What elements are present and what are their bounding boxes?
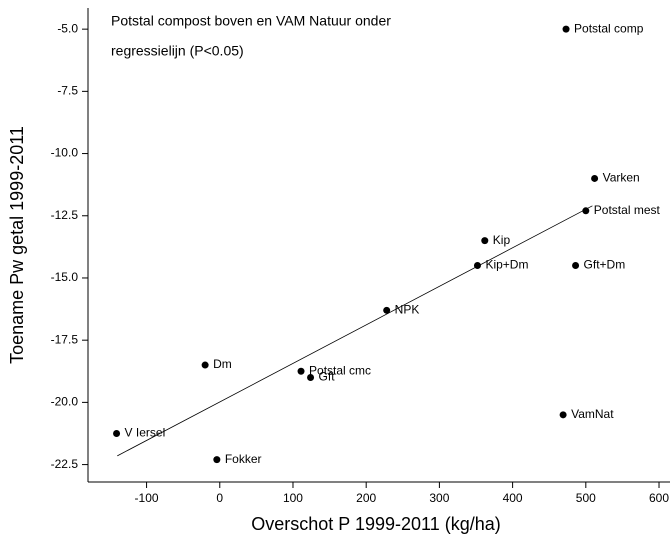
point bbox=[113, 429, 121, 437]
point-label: Gft+Dm bbox=[584, 258, 626, 272]
point bbox=[383, 306, 391, 314]
x-tick-label: -100 bbox=[135, 491, 159, 505]
y-tick-label: -12.5 bbox=[51, 208, 79, 222]
point bbox=[562, 25, 570, 33]
point bbox=[473, 262, 481, 270]
point bbox=[582, 207, 590, 215]
point-label: VamNat bbox=[571, 407, 614, 421]
point bbox=[591, 174, 599, 182]
point-label: V Iersel bbox=[125, 426, 166, 440]
y-tick-label: -17.5 bbox=[51, 332, 79, 346]
point-label: Varken bbox=[603, 171, 640, 185]
y-tick-label: -10.0 bbox=[51, 146, 79, 160]
y-tick-label: -20.0 bbox=[51, 395, 79, 409]
point-label: Kip bbox=[493, 233, 511, 247]
chart-title: regressielijn (P<0.05) bbox=[111, 43, 244, 59]
y-tick-label: -7.5 bbox=[57, 84, 78, 98]
point bbox=[201, 361, 209, 369]
point-label: Potstal mest bbox=[594, 203, 661, 217]
x-axis-label: Overschot P 1999-2011 (kg/ha) bbox=[251, 514, 500, 534]
point-label: Fokker bbox=[225, 452, 262, 466]
x-tick-label: 300 bbox=[429, 491, 449, 505]
point bbox=[297, 367, 305, 375]
x-tick-label: 0 bbox=[216, 491, 223, 505]
x-tick-label: 600 bbox=[649, 491, 669, 505]
point bbox=[307, 373, 315, 381]
point-label: Gft bbox=[319, 370, 336, 384]
point bbox=[213, 456, 221, 464]
x-tick-label: 200 bbox=[356, 491, 376, 505]
point-label: Potstal comp bbox=[574, 21, 644, 35]
point bbox=[572, 262, 580, 270]
x-tick-label: 400 bbox=[503, 491, 523, 505]
point-label: NPK bbox=[395, 302, 420, 316]
y-tick-label: -15.0 bbox=[51, 270, 79, 284]
regression-line bbox=[117, 205, 593, 457]
y-tick-label: -22.5 bbox=[51, 457, 79, 471]
y-axis-label: Toename Pw getal 1999-2011 bbox=[7, 126, 27, 364]
point-label: Dm bbox=[213, 357, 232, 371]
x-tick-label: 100 bbox=[283, 491, 303, 505]
chart-title: Potstal compost boven en VAM Natuur onde… bbox=[111, 13, 391, 29]
y-tick-label: -5.0 bbox=[57, 21, 78, 35]
point-label: Potstal cmc bbox=[309, 363, 371, 377]
point bbox=[481, 237, 489, 245]
x-tick-label: 500 bbox=[576, 491, 596, 505]
point-label: Kip+Dm bbox=[485, 258, 528, 272]
point bbox=[559, 411, 567, 419]
